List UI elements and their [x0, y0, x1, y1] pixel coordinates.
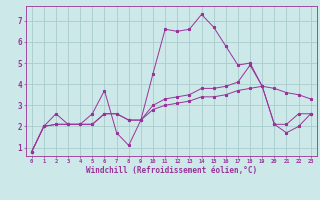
X-axis label: Windchill (Refroidissement éolien,°C): Windchill (Refroidissement éolien,°C) [86, 166, 257, 175]
